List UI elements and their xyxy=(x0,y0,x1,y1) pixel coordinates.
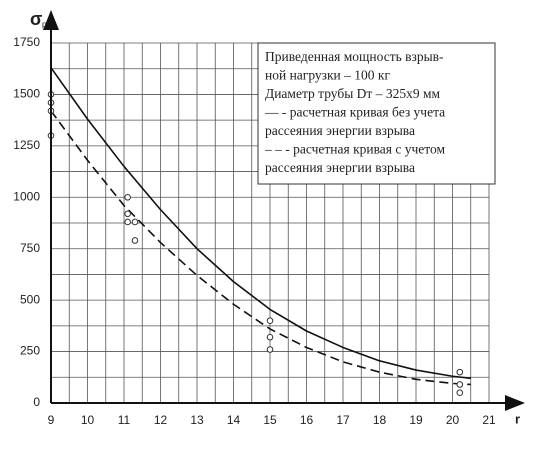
data-point xyxy=(124,210,131,218)
y-axis-label: σ xyxy=(30,9,42,29)
data-point xyxy=(131,237,139,244)
y-tick-label: 750 xyxy=(20,241,40,255)
x-tick-label: 17 xyxy=(336,413,350,427)
x-tick-label: 14 xyxy=(227,413,241,427)
annotation-line: ной нагрузки – 100 кг xyxy=(265,68,390,83)
curve xyxy=(50,67,471,380)
y-tick-label: 1000 xyxy=(13,189,40,203)
x-tick-label: 9 xyxy=(48,413,55,427)
data-point xyxy=(456,389,464,397)
x-tick-label: 12 xyxy=(154,413,168,427)
annotation-line: — - расчетная кривая без учета xyxy=(264,105,445,120)
annotation-box xyxy=(257,42,496,185)
x-tick-label: 13 xyxy=(190,413,204,427)
y-tick-label: 500 xyxy=(20,292,40,306)
x-axis-label: r xyxy=(515,411,520,426)
data-point xyxy=(266,317,274,325)
x-tick-label: 18 xyxy=(373,413,387,427)
x-tick-label: 21 xyxy=(482,413,496,427)
x-tick-label: 16 xyxy=(300,413,314,427)
x-tick-label: 11 xyxy=(118,413,131,427)
x-tick-label: 10 xyxy=(81,413,95,427)
y-axis-label-sub: р xyxy=(42,20,47,29)
y-tick-label: 0 xyxy=(33,395,40,409)
curve xyxy=(50,110,471,386)
annotation-line: рассеяния энергии взрыва xyxy=(265,123,415,138)
y-tick-label: 1750 xyxy=(13,35,40,49)
data-point xyxy=(266,333,274,341)
y-tick-label: 250 xyxy=(20,344,40,358)
y-tick-label: 1500 xyxy=(13,87,40,101)
data-point xyxy=(131,218,139,226)
annotation-line: Диаметр трубы Dт – 325х9 мм xyxy=(265,86,440,101)
y-tick-label: 1250 xyxy=(13,138,40,152)
x-tick-label: 15 xyxy=(263,413,277,427)
data-point xyxy=(266,346,274,353)
annotation-line: – – - расчетная кривая с учетом xyxy=(264,142,445,157)
x-tick-label: 20 xyxy=(446,413,460,427)
data-point xyxy=(456,368,464,376)
data-point xyxy=(456,381,464,388)
annotation-line: Приведенная мощность взрыв- xyxy=(265,49,444,64)
x-tick-label: 19 xyxy=(409,413,423,427)
data-point xyxy=(124,218,131,226)
data-point xyxy=(124,193,131,201)
annotation-line: рассеяния энергии взрыва xyxy=(265,160,415,175)
